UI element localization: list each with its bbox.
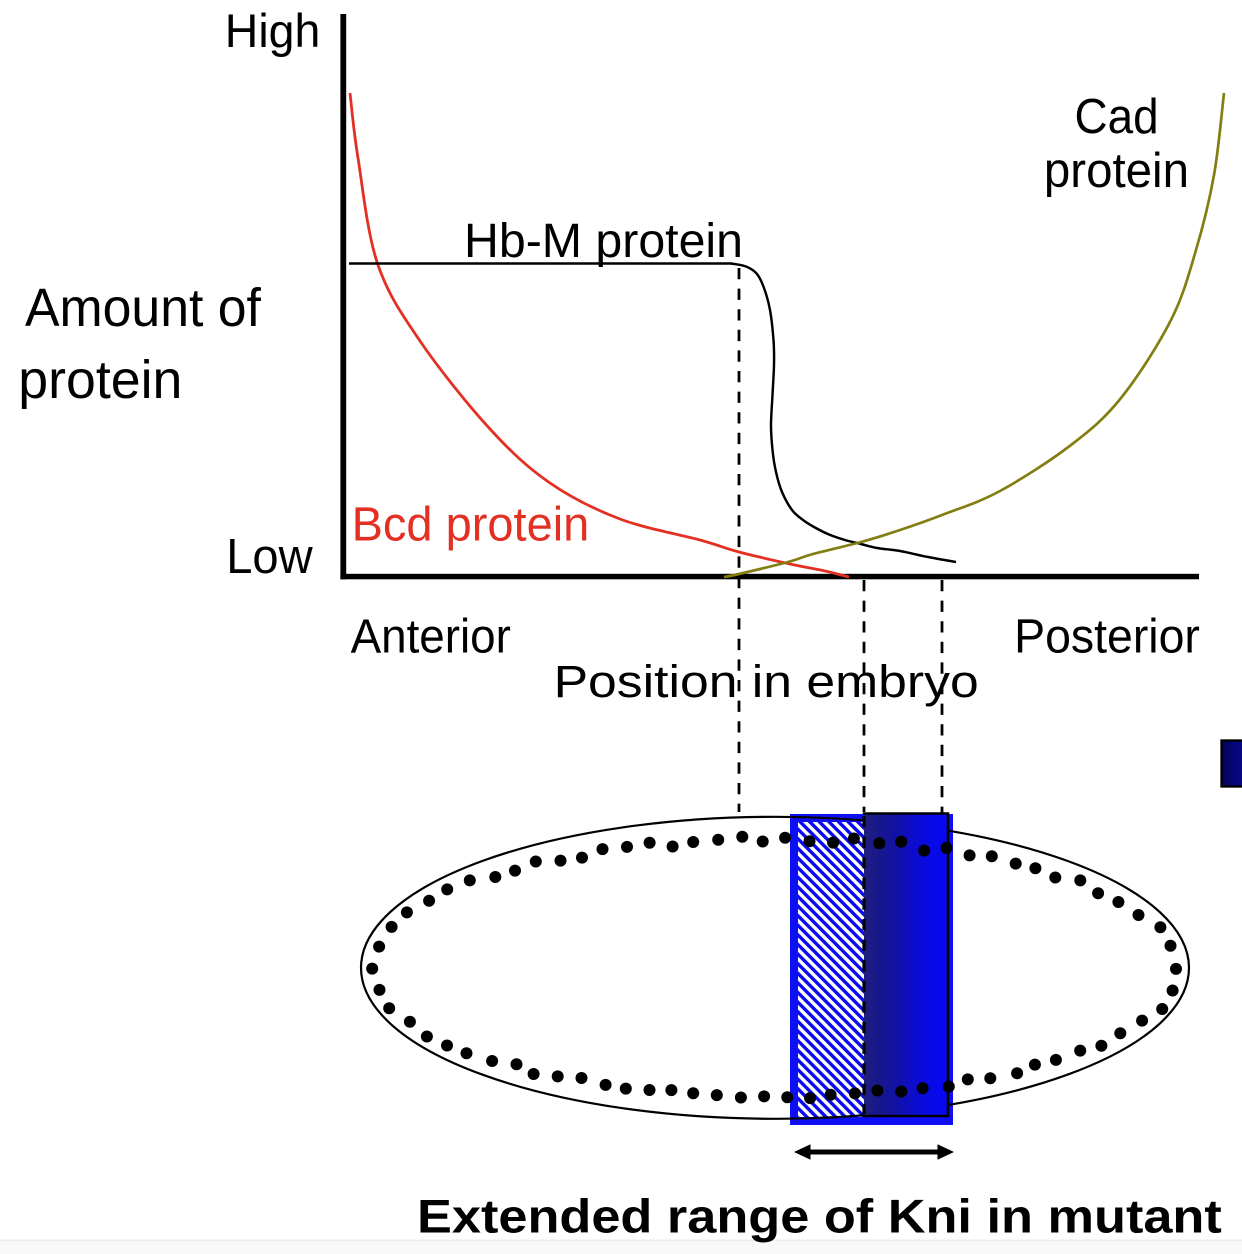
svg-text:Cad: Cad	[1075, 90, 1159, 144]
svg-text:Hb-M protein: Hb-M protein	[464, 214, 743, 268]
svg-text:Anterior: Anterior	[351, 610, 511, 663]
svg-text:Posterior: Posterior	[1014, 610, 1200, 663]
svg-text:Position in embryo: Position in embryo	[554, 656, 979, 707]
svg-text:Extended range of Kni in mutan: Extended range of Kni in mutant	[417, 1190, 1222, 1243]
svg-text:Amount of: Amount of	[25, 279, 261, 338]
svg-text:Low: Low	[226, 529, 313, 584]
svg-text:protein: protein	[1044, 144, 1189, 198]
svg-text:Bcd protein: Bcd protein	[352, 497, 590, 551]
svg-text:High: High	[225, 5, 320, 58]
svg-text:protein: protein	[18, 351, 182, 410]
